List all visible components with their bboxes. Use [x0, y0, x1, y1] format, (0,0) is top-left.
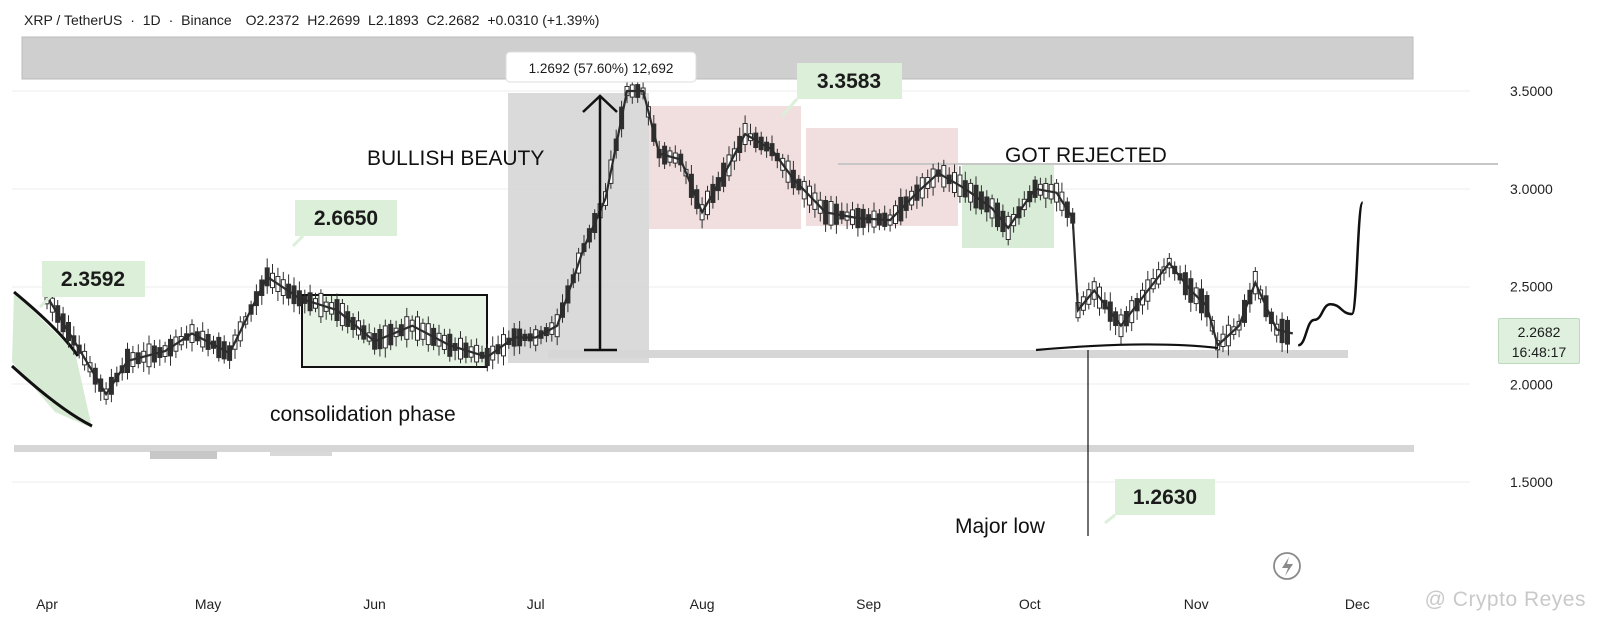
x-tick-dec: Dec [1345, 596, 1370, 612]
y-axis: 1.5000 2.0000 2.5000 3.0000 3.5000 [1510, 83, 1553, 490]
measure-arrow [582, 94, 618, 352]
price-series-line [46, 89, 1294, 397]
projection-curve [1297, 201, 1364, 347]
last-price: 2.2682 [1517, 324, 1561, 340]
header-close: C2.2682 [426, 12, 480, 28]
callout-2-3592: 2.3592 [38, 261, 145, 309]
x-tick-nov: Nov [1184, 596, 1209, 612]
header-low: L2.1893 [368, 12, 419, 28]
x-tick-jul: Jul [527, 596, 545, 612]
lightning-icon[interactable] [1273, 552, 1301, 580]
x-tick-jun: Jun [363, 596, 386, 612]
x-tick-sep: Sep [856, 596, 881, 612]
last-price-tag: 2.2682 16:48:17 [1498, 318, 1580, 364]
annotation-consolidation: consolidation phase [270, 403, 456, 426]
callout-3-3583: 3.3583 [780, 63, 902, 117]
y-tick-0: 1.5000 [1510, 474, 1553, 490]
callout-text-3-3583: 3.3583 [817, 70, 881, 93]
callout-text-2-6650: 2.6650 [314, 207, 378, 230]
y-tick-3: 3.0000 [1510, 181, 1553, 197]
symbol-header: XRP / TetherUS · 1D · Binance O2.2372 H2… [24, 12, 600, 28]
support-curve [1035, 343, 1219, 352]
annotation-got-rejected: GOT REJECTED [1005, 144, 1167, 167]
annotation-major-low: Major low [955, 515, 1046, 538]
y-tick-4: 3.5000 [1510, 83, 1553, 99]
bar-countdown: 16:48:17 [1511, 344, 1567, 360]
base-support-zone [14, 445, 1414, 452]
y-tick-2: 2.5000 [1510, 279, 1553, 295]
header-exchange: Binance [181, 12, 232, 28]
base-support-mark-1 [150, 451, 217, 459]
x-tick-apr: Apr [36, 596, 58, 612]
x-axis: Apr May Jun Jul Aug Sep Oct Nov Dec [36, 596, 1370, 612]
support-zone [548, 350, 1348, 358]
wedge-lower-curve [10, 364, 93, 428]
header-symbol: XRP / TetherUS [24, 12, 123, 28]
callout-text-1-2630: 1.2630 [1133, 486, 1197, 509]
header-open: O2.2372 [245, 12, 300, 28]
y-tick-1: 2.0000 [1510, 376, 1553, 392]
header-interval: 1D [142, 12, 161, 28]
watermark: @ Crypto Reyes [1424, 588, 1586, 611]
callout-1-2630: 1.2630 [1104, 479, 1215, 525]
callout-text-2-3592: 2.3592 [61, 268, 125, 291]
base-support-mark-2 [270, 452, 332, 456]
x-tick-oct: Oct [1019, 596, 1041, 612]
falling-wedge [12, 292, 92, 428]
header-high: H2.2699 [307, 12, 361, 28]
header-change: +0.0310 (+1.39%) [487, 12, 600, 28]
top-resistance-zone [21, 36, 1414, 80]
x-tick-aug: Aug [690, 596, 715, 612]
measure-label-box [505, 51, 697, 83]
bullish-gray-box [508, 93, 649, 363]
callout-2-6650: 2.6650 [291, 200, 397, 248]
x-tick-may: May [195, 596, 221, 612]
measure-label: 1.2692 (57.60%) 12,692 [529, 61, 674, 76]
annotation-bullish-beauty: BULLISH BEAUTY [367, 147, 544, 170]
